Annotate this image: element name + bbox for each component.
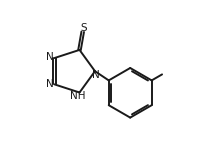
Text: N: N: [46, 79, 54, 89]
Text: N: N: [92, 70, 100, 80]
Text: N: N: [46, 52, 54, 62]
Text: S: S: [81, 23, 87, 33]
Text: NH: NH: [70, 91, 86, 101]
